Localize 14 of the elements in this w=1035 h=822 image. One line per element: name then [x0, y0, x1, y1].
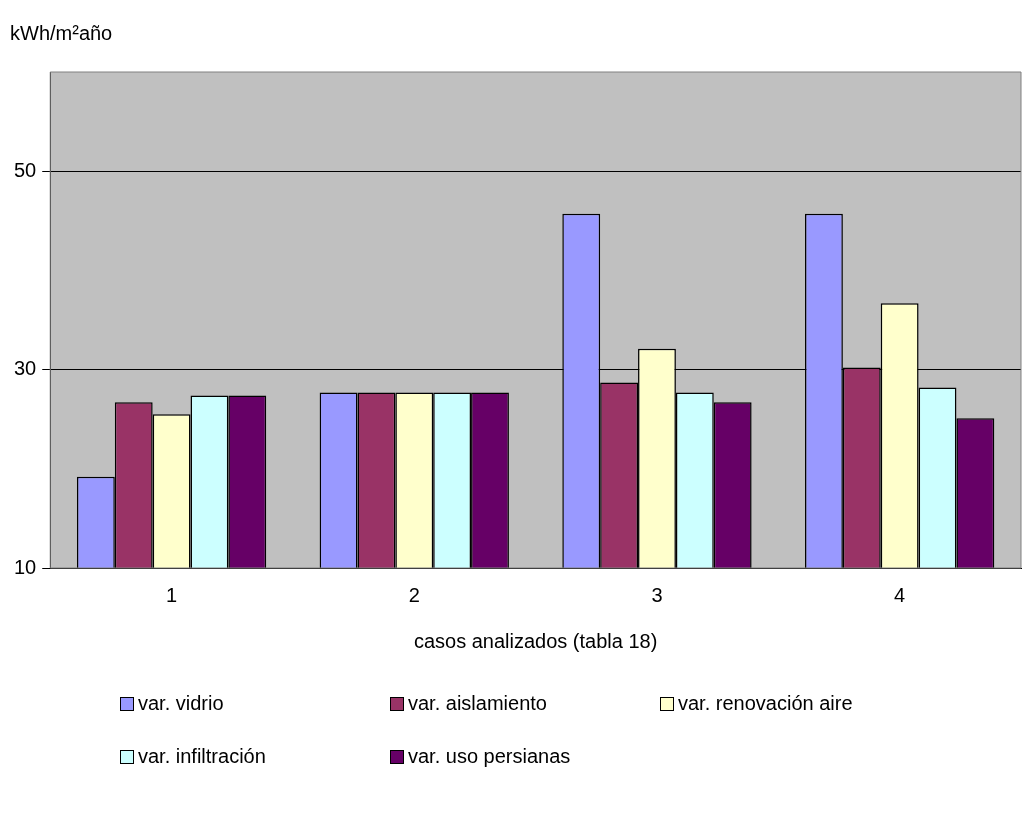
- x-tick-label: 1: [166, 583, 178, 606]
- legend-label: var. aislamiento: [408, 692, 547, 715]
- y-axis-title: kWh/m²año: [10, 22, 113, 45]
- legend-label: var. vidrio: [138, 692, 224, 715]
- x-tick-label: 2: [408, 583, 420, 606]
- x-tick-label: 4: [894, 583, 906, 606]
- y-tick-label: 30: [14, 357, 37, 380]
- y-tick-label: 10: [14, 555, 37, 578]
- legend-label: var. uso persianas: [408, 745, 571, 768]
- y-tick-label: 50: [14, 158, 37, 181]
- x-axis-title: casos analizados (tabla 18): [413, 629, 658, 652]
- legend-label: var. infiltración: [138, 745, 266, 768]
- x-tick-label: 3: [651, 583, 663, 606]
- legend-label: var. renovación aire: [678, 692, 853, 715]
